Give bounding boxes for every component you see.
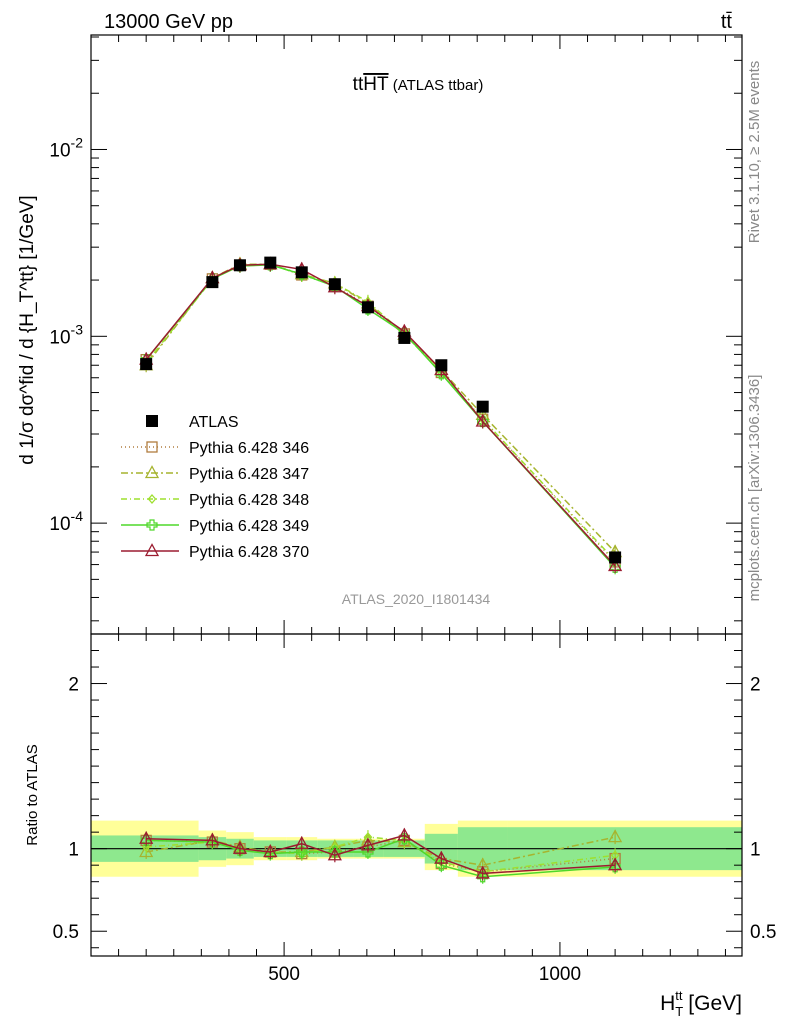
legend: ATLAS Pythia 6.428 346 Pythia 6.428 347 Pyt…	[121, 414, 309, 561]
main-point	[233, 259, 246, 272]
x-axis-label: HTtt [GeV]	[660, 988, 742, 1019]
legend-entry-5: Pythia 6.428 370	[121, 543, 309, 561]
legend-entry-4: Pythia 6.428 349	[121, 518, 309, 535]
x-tick-label: 500	[268, 964, 300, 985]
ratio-point	[475, 865, 490, 879]
main-point	[398, 331, 411, 344]
legend-marker	[146, 519, 158, 531]
legend-label: Pythia 6.428 348	[189, 492, 309, 509]
y-tick-label: 10-3	[49, 321, 83, 348]
ratio-y-tick-label-left: 1	[68, 840, 79, 861]
main-point	[476, 400, 489, 413]
ratio-y-tick-label-left: 2	[68, 675, 79, 696]
legend-label: Pythia 6.428 346	[189, 440, 309, 457]
x-ticks	[118, 35, 726, 956]
process-label: tt̄	[721, 11, 733, 33]
legend-marker	[144, 543, 160, 557]
legend-entry-3: Pythia 6.428 348	[121, 492, 309, 509]
ratio-point	[397, 827, 412, 841]
legend-label: Pythia 6.428 349	[189, 518, 309, 535]
ratio-y-tick-label-right: 1	[750, 840, 761, 861]
analysis-id: ATLAS_2020_I1801434	[342, 591, 491, 607]
ratio-point	[232, 840, 248, 854]
plot-title: ttHT (ATLAS ttbar)	[353, 74, 484, 95]
y-tick-label: 10-4	[49, 508, 83, 535]
ratio-point	[329, 846, 341, 858]
ratio-y-axis-label: Ratio to ATLAS	[24, 744, 41, 845]
svg-text:d 1/σ dσ^fid / d {H_T^tt} [1/G: d 1/σ dσ^fid / d {H_T^tt} [1/GeV]	[17, 195, 38, 464]
main-series-line-2	[145, 263, 616, 562]
main-point	[295, 266, 308, 279]
ratio-point	[477, 871, 489, 883]
ratio-point	[263, 844, 278, 858]
ratio-point	[294, 835, 309, 849]
legend-entry-0: ATLAS	[146, 414, 239, 431]
main-series-1	[139, 256, 623, 560]
legend-marker	[144, 465, 160, 479]
legend-entry-1: Pythia 6.428 346	[121, 440, 309, 457]
ratio-point	[139, 830, 154, 844]
ratio-point	[608, 857, 623, 871]
ratio-point	[327, 847, 342, 861]
main-point	[328, 278, 341, 291]
ratio-y-tick-label-left: 0.5	[53, 922, 79, 943]
ratio-point	[205, 832, 220, 846]
ratio-point	[360, 837, 376, 851]
ratio-point	[608, 829, 623, 843]
x-tick-label: 1000	[539, 964, 581, 985]
plot-title-main: tt	[353, 74, 364, 95]
y-tick-label: 10-2	[49, 134, 83, 161]
main-point	[206, 276, 219, 289]
main-point	[140, 358, 153, 371]
ratio-point	[296, 846, 308, 858]
main-point	[609, 551, 622, 564]
mcplots-label: mcplots.cern.ch [arXiv:1306.3436]	[746, 375, 763, 602]
collision-label: 13000 GeV pp	[104, 11, 233, 33]
main-y-ticks	[91, 36, 742, 622]
plot-title-over: HT	[363, 74, 389, 95]
ratio-y-tick-label-right: 2	[750, 675, 761, 696]
legend-marker	[146, 415, 158, 427]
legend-entry-2: Pythia 6.428 347	[121, 465, 309, 483]
legend-label: ATLAS	[189, 414, 239, 431]
ratio-y-ticks	[91, 650, 742, 949]
main-point	[361, 301, 374, 314]
main-point	[475, 413, 490, 427]
legend-marker	[147, 494, 157, 504]
ratio-point	[434, 850, 449, 864]
ratio-y-tick-label-right: 0.5	[750, 922, 776, 943]
main-point	[264, 256, 277, 269]
legend-marker	[146, 441, 158, 453]
ratio-frame	[90, 633, 743, 957]
legend-label: Pythia 6.428 370	[189, 544, 309, 561]
main-y-axis-label: d 1/σ dσ^fid / d {H_T^tt} [1/GeV]	[17, 195, 38, 464]
main-point	[435, 359, 448, 372]
rivet-label: Rivet 3.1.10, ≥ 2.5M events	[746, 61, 763, 244]
ratio-point	[139, 844, 154, 858]
plot-title-suffix: (ATLAS ttbar)	[389, 77, 484, 94]
ratio-series-4	[139, 827, 623, 881]
legend-label: Pythia 6.428 347	[189, 466, 309, 483]
main-series-5	[140, 256, 622, 564]
main-point	[608, 558, 623, 572]
main-point	[609, 561, 621, 573]
